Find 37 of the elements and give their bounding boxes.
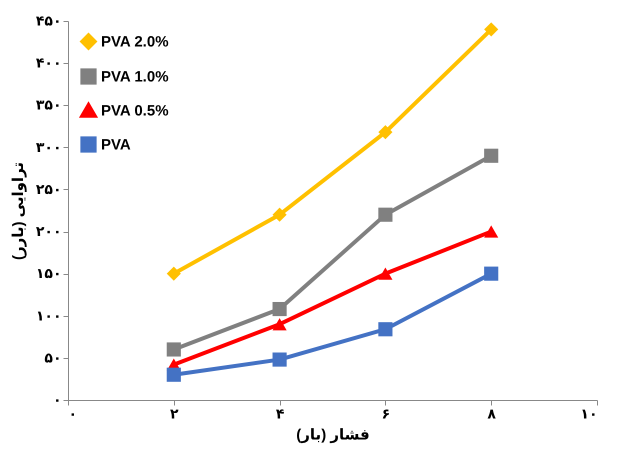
legend-label: PVA 2.0% xyxy=(101,34,169,50)
x-tick-label: ۴ xyxy=(276,406,285,422)
point xyxy=(378,322,392,336)
point xyxy=(484,148,498,163)
point xyxy=(166,342,181,357)
point xyxy=(166,368,181,382)
point xyxy=(484,266,498,281)
legend-label: PVA xyxy=(101,136,131,154)
point xyxy=(484,22,498,36)
legend-label: PVA 0.5% xyxy=(101,102,169,120)
x-tick-label: ۲ xyxy=(170,406,180,422)
x-tick-label: ۸ xyxy=(487,406,496,422)
point xyxy=(166,266,181,281)
y-tick-label: ۲۵۰ xyxy=(36,180,62,197)
x-axis-title: فشار (بار) xyxy=(296,426,370,444)
y-tick-label: ۵۰ xyxy=(44,349,62,366)
y-axis-title: تراوایی (بارر) xyxy=(10,162,27,260)
point xyxy=(272,208,287,222)
y-tick-label: ۴۵۰ xyxy=(36,12,62,28)
point xyxy=(272,318,287,330)
x-tick-label: ۶ xyxy=(382,406,390,422)
y-tick-label: ۱۵۰ xyxy=(36,265,62,282)
y-tick-label: ۰ xyxy=(52,392,62,408)
point xyxy=(378,208,392,222)
legend-label: PVA 1.0% xyxy=(101,68,169,86)
point xyxy=(272,302,287,316)
y-tick-label: ۴۰۰ xyxy=(36,54,62,71)
x-tick-label: ۰ xyxy=(68,406,78,422)
point xyxy=(484,225,498,238)
y-tick-label: ۱۰۰ xyxy=(36,307,62,324)
y-tick-label: ۲۰۰ xyxy=(36,223,62,240)
point xyxy=(272,352,287,367)
point xyxy=(378,125,392,140)
point xyxy=(378,268,392,280)
x-tick-label: ۱۰ xyxy=(580,406,598,422)
y-tick-label: ۳۰۰ xyxy=(36,138,62,155)
y-tick-label: ۳۵۰ xyxy=(36,96,62,113)
